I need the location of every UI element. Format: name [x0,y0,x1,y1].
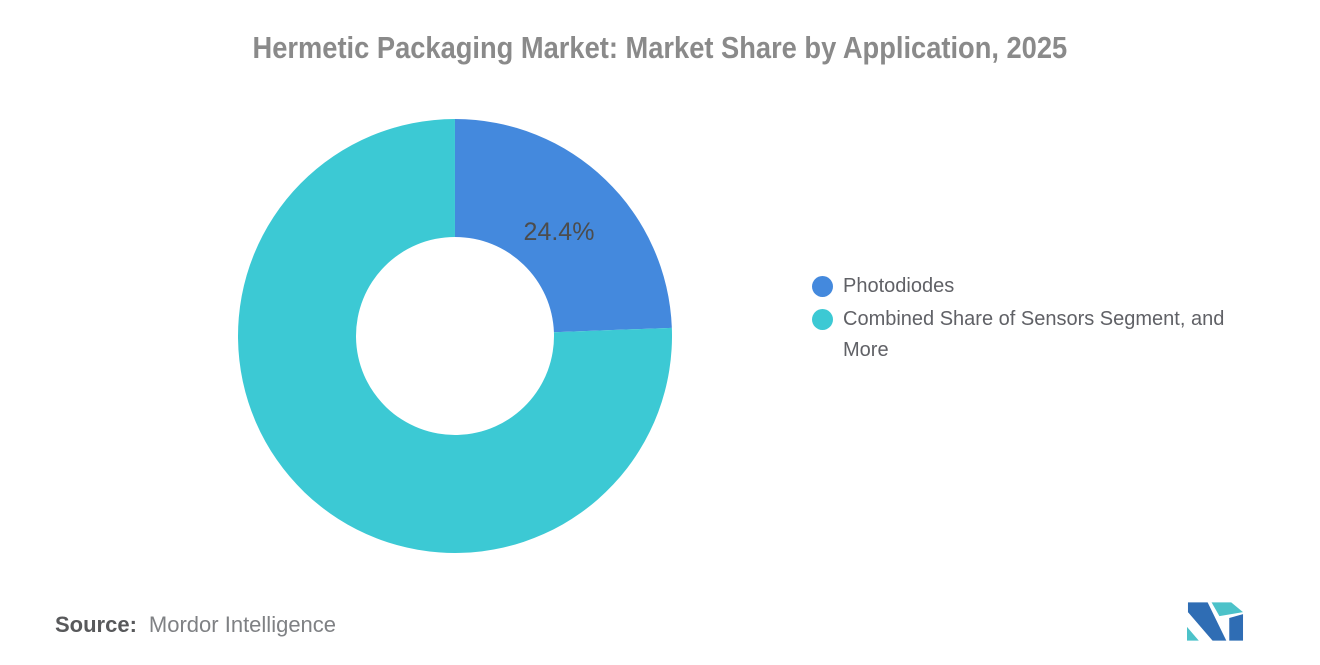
donut-svg: 24.4% [238,119,673,553]
source-value: Mordor Intelligence [148,612,337,637]
mordor-intelligence-logo-icon [1187,602,1244,641]
donut-chart: 24.4% [238,119,673,553]
legend-item-photodiodes[interactable]: Photodiodes [812,271,1277,302]
legend-label-photodiodes: Photodiodes [843,275,955,297]
slice-data-label: 24.4% [524,218,595,246]
chart-title: Hermetic Packaging Market: Market Share … [0,30,1320,66]
source-line: Source: Mordor Intelligence [55,612,336,638]
mordor-intelligence-logo [1187,601,1244,642]
chart-title-text: Hermetic Packaging Market: Market Share … [252,30,1068,65]
legend-dot-photodiodes-icon [812,276,833,297]
chart-legend: Photodiodes Combined Share of Sensors Se… [812,271,1277,368]
legend-dot-combined-share-icon [812,309,833,330]
source-label: Source: [55,612,137,637]
legend-label-combined-share: Combined Share of Sensors Segment, and M… [843,308,1225,361]
pie-slice-photodiodes[interactable] [455,119,672,333]
legend-item-combined-share[interactable]: Combined Share of Sensors Segment, and M… [812,304,1277,366]
pie-slice-combined-share[interactable] [238,119,673,553]
